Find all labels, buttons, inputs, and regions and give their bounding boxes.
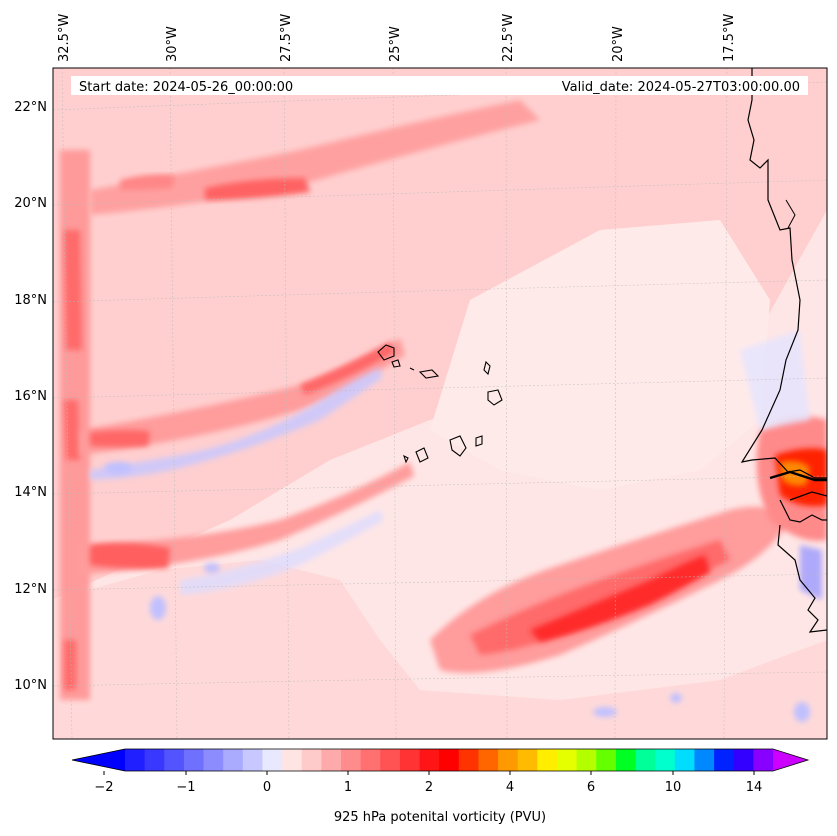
colorbar-outline <box>71 748 810 772</box>
colorbar-cell <box>537 749 558 771</box>
lat-label: 18°N <box>14 293 47 308</box>
colorbar-tick-label: 0 <box>263 780 271 795</box>
colorbar-cell <box>380 749 401 771</box>
pv-band-central-core <box>90 342 395 447</box>
colorbar-tick-labels: −2 −1 0 1 2 4 6 10 14 <box>94 780 762 795</box>
lat-label: 16°N <box>14 389 47 404</box>
colorbar-cell <box>301 749 322 771</box>
colorbar-cell <box>478 749 499 771</box>
pv-band-southeast-mid <box>470 540 730 655</box>
colorbar-tick-label: 10 <box>665 780 682 795</box>
colorbar-label: 925 hPa potenital vorticity (PVU) <box>334 810 546 825</box>
pv-field-light <box>53 68 827 600</box>
pv-band-central <box>80 338 405 455</box>
header-box <box>71 76 808 95</box>
lon-label: 22.5°W <box>501 14 516 62</box>
colorbar-tick-label: −2 <box>94 780 113 795</box>
pv-band-lower-core <box>90 543 170 569</box>
pv-streak-north <box>90 100 540 215</box>
pv-east-negative <box>740 330 810 430</box>
pv-negative-patches <box>104 462 810 722</box>
colorbar-tick-label: 2 <box>425 780 433 795</box>
lat-label: 22°N <box>14 100 47 115</box>
colorbar-cell <box>282 749 303 771</box>
colorbar-cell <box>183 749 204 771</box>
colorbar-cell <box>341 749 362 771</box>
map-panel: Start date: 2024-05-26_00:00:00 Valid_da… <box>53 68 827 739</box>
colorbar-cell <box>576 749 597 771</box>
colorbar-cell <box>714 749 735 771</box>
colorbar-tick-label: 14 <box>746 780 763 795</box>
lon-label: 27.5°W <box>279 14 294 62</box>
coastline-africa <box>740 68 827 633</box>
start-date-label: Start date: 2024-05-26_00:00:00 <box>79 80 293 95</box>
colorbar-cells <box>125 749 774 771</box>
colorbar-cell <box>203 749 224 771</box>
pv-streak-north-2 <box>120 174 175 190</box>
colorbar-cell <box>557 749 578 771</box>
lat-label: 12°N <box>14 582 47 597</box>
lon-label: 30°W <box>165 26 180 62</box>
colorbar-tick-label: 6 <box>587 780 595 795</box>
pv-band-lower-neg <box>180 510 384 595</box>
coastline-gambia <box>769 470 827 482</box>
pv-band-lower <box>80 462 414 575</box>
colorbar-cell <box>164 749 185 771</box>
pv-streak-north-core <box>205 178 310 200</box>
valid-date-label: Valid_date: 2024-05-27T03:00:00.00 <box>562 80 800 95</box>
colorbar-cell <box>596 749 617 771</box>
lon-labels: 32.5°W 30°W 27.5°W 25°W 22.5°W 20°W 17.5… <box>57 14 737 62</box>
lon-label: 25°W <box>388 26 403 62</box>
colorbar-cell <box>498 749 519 771</box>
pv-field-pale <box>430 220 770 490</box>
colorbar-cell <box>733 749 754 771</box>
colorbar-cell <box>242 749 263 771</box>
colorbar-cell <box>674 749 695 771</box>
colorbar-tick-label: −1 <box>176 780 195 795</box>
lat-labels: 22°N 20°N 18°N 16°N 14°N 12°N 10°N <box>14 100 47 693</box>
colorbar-cell <box>458 749 479 771</box>
lon-label: 17.5°W <box>722 14 737 62</box>
coastline-mauritania <box>785 199 796 229</box>
colorbar-cell <box>360 749 381 771</box>
lat-label: 20°N <box>14 196 47 211</box>
colorbar-cell <box>223 749 244 771</box>
colorbar-cell <box>655 749 676 771</box>
colorbar-extend-low <box>72 749 125 771</box>
colorbar-cell <box>694 749 715 771</box>
colorbar-extend-high <box>773 749 808 771</box>
colorbar-cell <box>399 749 420 771</box>
colorbar-cell <box>615 749 636 771</box>
pv-band-southeast-core <box>530 555 710 642</box>
colorbar-cell <box>635 749 656 771</box>
colorbar-cell <box>125 749 146 771</box>
pv-field-south <box>53 560 827 739</box>
lat-label: 10°N <box>14 678 47 693</box>
colorbar-cell <box>144 749 165 771</box>
map-frame <box>52 67 828 740</box>
pv-west-strip-core <box>64 230 82 690</box>
colorbar-cell <box>321 749 342 771</box>
colorbar-cell <box>419 749 440 771</box>
lon-label: 20°W <box>611 26 626 62</box>
colorbar-ticks <box>103 771 755 775</box>
colorbar-tick-label: 1 <box>344 780 352 795</box>
lat-label: 14°N <box>14 485 47 500</box>
colorbar-tick-label: 4 <box>506 780 514 795</box>
colorbar-cell <box>517 749 538 771</box>
cape-verde-islands <box>377 344 503 464</box>
lon-label: 32.5°W <box>57 14 72 62</box>
colorbar-cell <box>262 749 283 771</box>
colorbar: −2 −1 0 1 2 4 6 10 14 925 hPa potenital … <box>71 748 810 825</box>
colorbar-cell <box>439 749 460 771</box>
colorbar-cell <box>753 749 774 771</box>
